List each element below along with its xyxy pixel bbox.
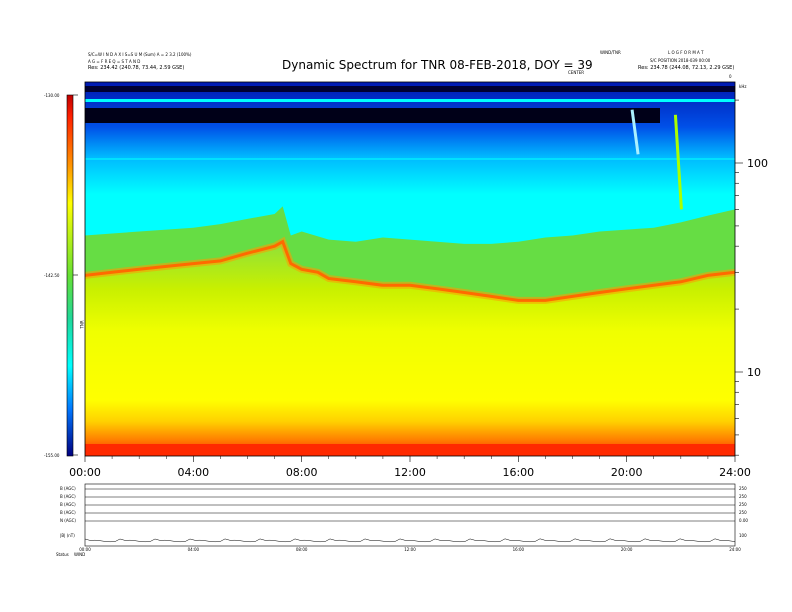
bottom-row-label-5: N (AGC) — [60, 518, 76, 523]
x-tick-label-3: 12:00 — [394, 466, 426, 479]
dark-band-top — [85, 86, 735, 92]
colorbar — [66, 94, 74, 457]
bottom-right-value-1: 250 — [739, 486, 747, 491]
header-right-line-3: Res: 234.78 (244.08, 72.13, 2.29 GSE) — [638, 65, 735, 71]
footer-right: WIND — [74, 552, 86, 557]
bottom-right-value-3: 250 — [739, 502, 747, 507]
bottom-row-label-6: |B| (nT) — [60, 533, 75, 538]
bottom-red-band — [85, 444, 735, 456]
header-left-line-2: A G = F R E Q = S T A N D — [88, 59, 141, 64]
under-title-small: CENTER — [568, 70, 585, 75]
bottom-right-value-2: 250 — [739, 494, 747, 499]
y-tick-label-100: 100 — [747, 157, 768, 170]
bottom-trace — [84, 538, 736, 543]
bottom-time-label-3: 12:00 — [404, 547, 416, 552]
x-tick-label-0: 00:00 — [69, 466, 101, 479]
y-tick-label-10: 10 — [747, 366, 761, 379]
bottom-time-label-0: 00:00 — [79, 547, 91, 552]
radio-burst-2 — [673, 114, 683, 210]
colorbar-label-top: -130.00 — [44, 93, 60, 98]
bottom-time-label-1: 04:00 — [188, 547, 200, 552]
x-tick-label-5: 20:00 — [611, 466, 643, 479]
header-left-line-1: S/C=W I N D A X I S=S U M (Sum) A = 2 3.… — [88, 52, 192, 57]
cyan-line-2 — [85, 158, 735, 160]
bottom-panel: 00:00 04:00 08:00 12:00 16:00 20:00 24:00 — [79, 483, 741, 552]
x-tick-label-2: 08:00 — [286, 466, 318, 479]
upper-band — [85, 206, 735, 301]
header-right-line-1: L O G F O R M A T — [668, 50, 704, 55]
dark-band — [85, 108, 660, 123]
radio-burst-1 — [630, 109, 640, 155]
colorbar-label-bottom: -155.00 — [44, 453, 60, 458]
bottom-time-label-4: 16:00 — [513, 547, 525, 552]
bottom-row-label-4: B (AGC) — [60, 510, 76, 515]
header-top-center-small: WIND/TNR — [600, 50, 621, 55]
bottom-time-label-5: 20:00 — [621, 547, 633, 552]
bottom-time-label-6: 24:00 — [729, 547, 741, 552]
right-top-tick: 0 — [729, 74, 732, 79]
x-tick-label-1: 04:00 — [177, 466, 209, 479]
bottom-right-value-4: 250 — [739, 510, 747, 515]
header-left-line-3: Res: 234.42 (240.78, 73.44, 2.59 GSE) — [88, 65, 185, 71]
header-right-line-2: S/C POSITION 2018-039 00:00 — [650, 58, 711, 63]
cyan-line-1 — [85, 99, 735, 102]
bottom-right-value-6: 100 — [739, 533, 747, 538]
x-axis: 00:00 04:00 08:00 12:00 16:00 20:00 24:00 — [69, 456, 751, 479]
bottom-row-label-1: B (AGC) — [60, 486, 76, 491]
colorbar-label-mid: -142.50 — [44, 273, 60, 278]
x-tick-label-4: 16:00 — [502, 466, 534, 479]
footer-left: Status — [56, 552, 69, 557]
x-tick-label-6: 24:00 — [719, 466, 751, 479]
plasma-line-halo — [85, 236, 735, 304]
bottom-right-value-5: 0.00 — [739, 518, 748, 523]
right-axis-unit: kHz — [739, 84, 747, 89]
bottom-row-label-3: B (AGC) — [60, 502, 76, 507]
chart-title: Dynamic Spectrum for TNR 08-FEB-2018, DO… — [282, 58, 593, 72]
bottom-row-label-2: B (AGC) — [60, 494, 76, 499]
lower-band — [85, 241, 735, 456]
bottom-time-label-2: 08:00 — [296, 547, 308, 552]
y-axis-right: 100 10 — [735, 99, 768, 456]
